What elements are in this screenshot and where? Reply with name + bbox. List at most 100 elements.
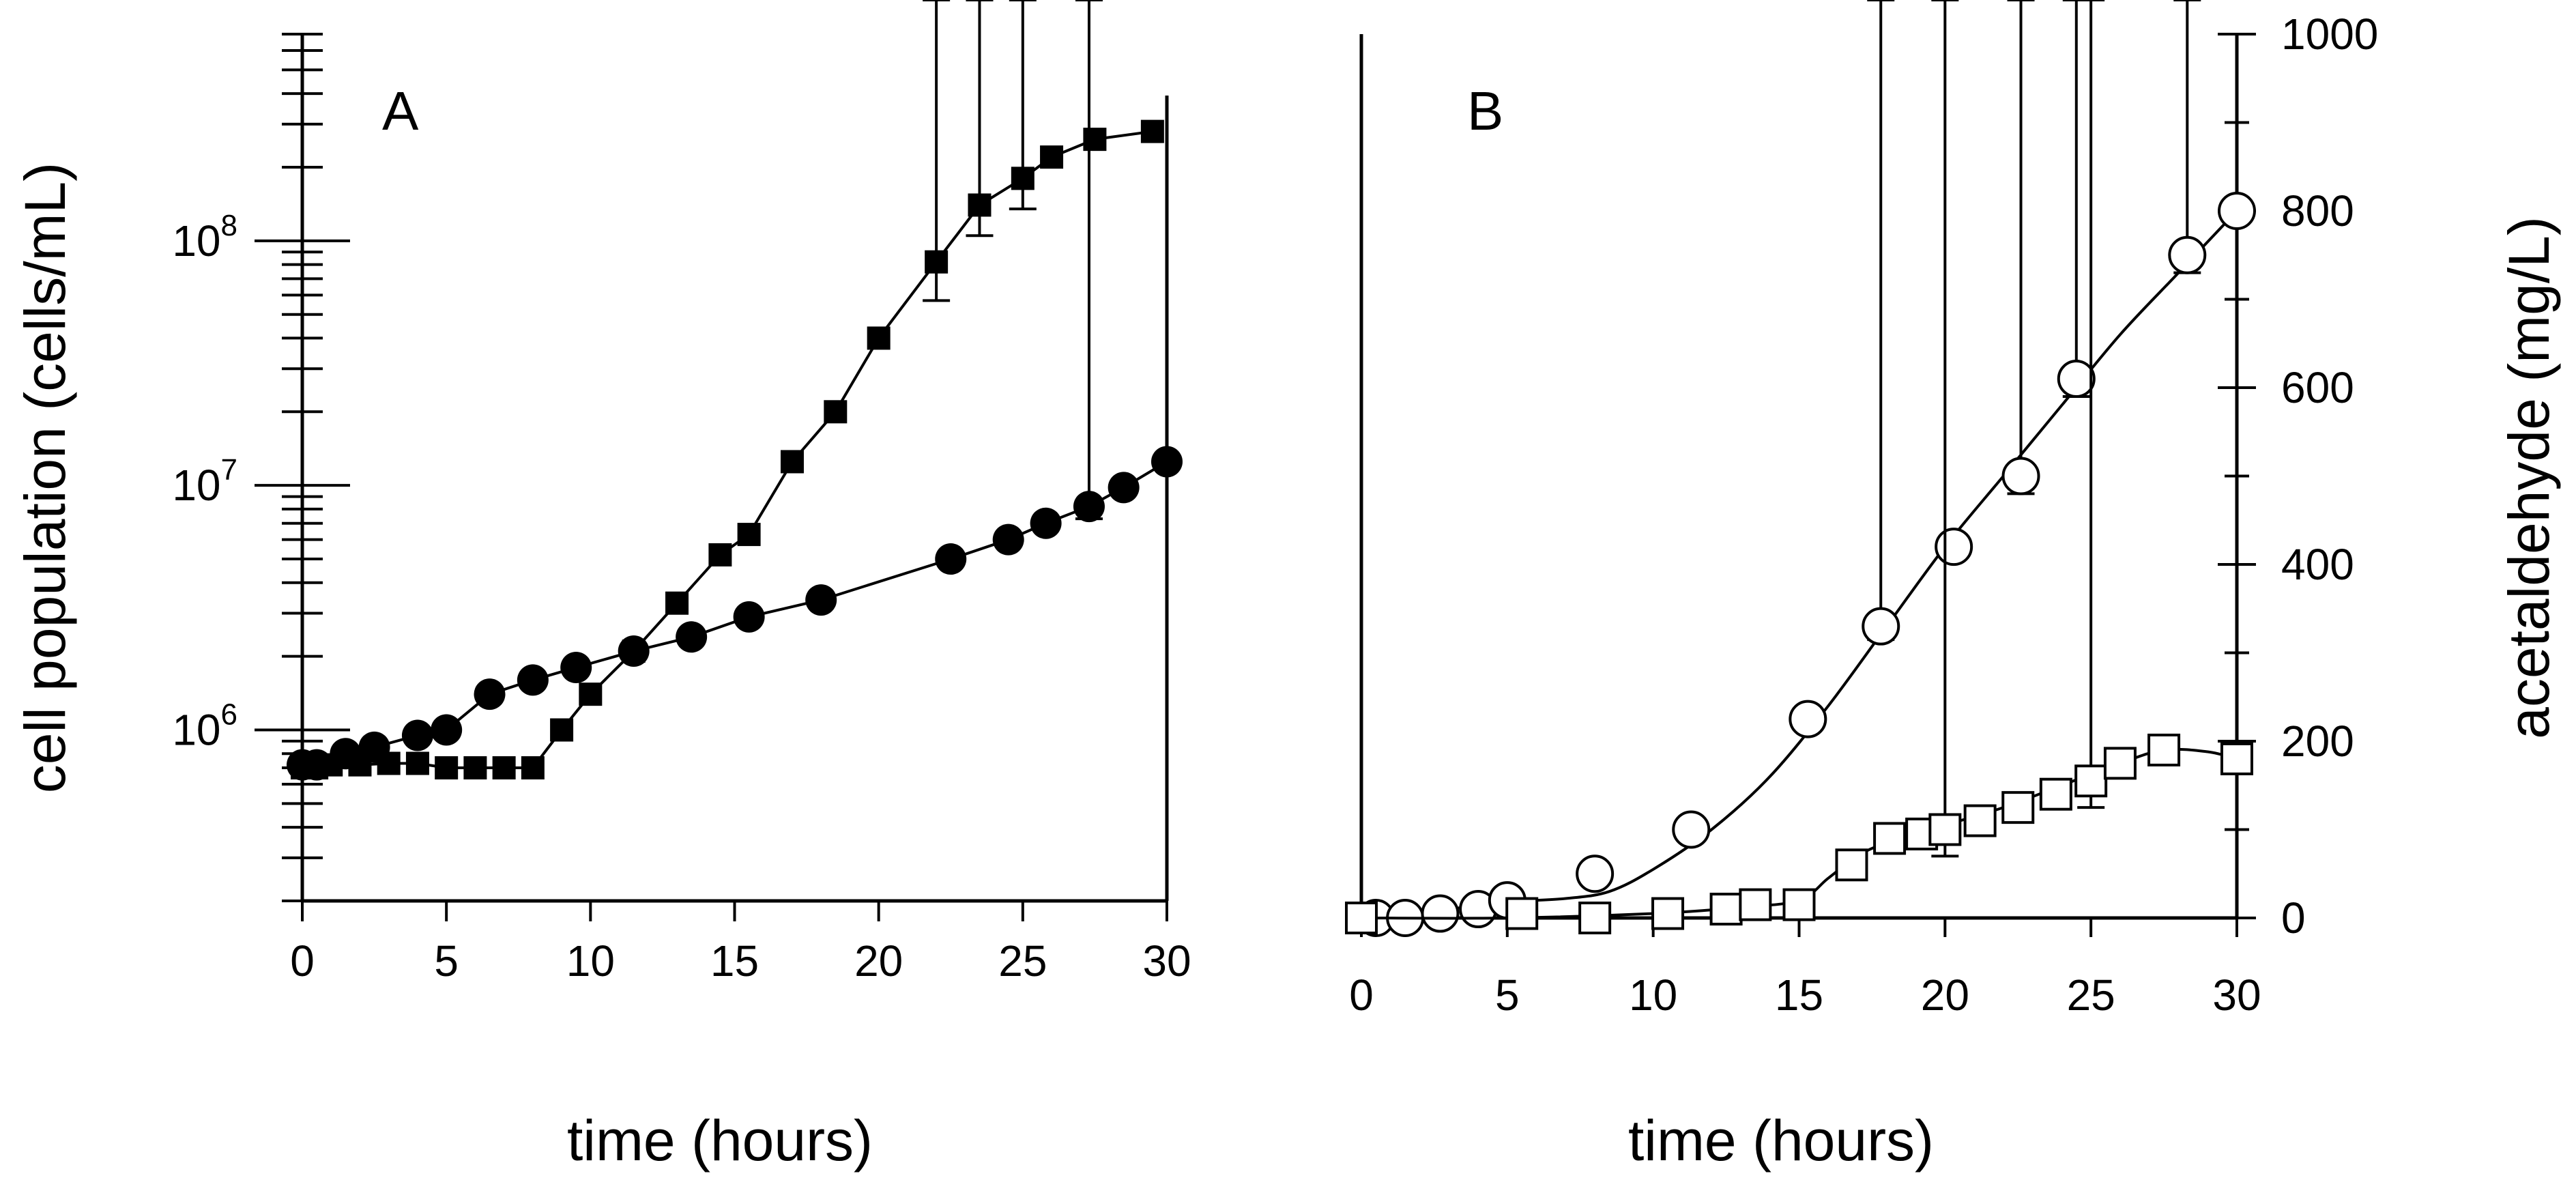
y-tick-label: 400 xyxy=(2281,540,2354,589)
y-tick-label-base: 10 xyxy=(172,706,220,755)
y-tick-label: 1000 xyxy=(2281,10,2378,59)
panel-a-label: A xyxy=(382,81,419,141)
data-point xyxy=(474,678,506,710)
data-point xyxy=(1030,507,1062,539)
x-tick-label: 15 xyxy=(1775,971,1823,1020)
data-point xyxy=(1672,810,1711,849)
data-point xyxy=(1083,128,1107,152)
data-point xyxy=(435,756,459,780)
y-tick-label: 200 xyxy=(2281,717,2354,766)
x-tick-label: 25 xyxy=(2067,971,2115,1020)
y-tick-label: 0 xyxy=(2281,893,2306,943)
y-tick-label-exponent: 7 xyxy=(221,453,237,487)
data-point xyxy=(1963,804,1997,837)
x-tick-label: 10 xyxy=(1629,971,1677,1020)
data-point xyxy=(550,718,574,742)
panel-a-series xyxy=(287,0,1183,781)
data-point xyxy=(560,652,592,684)
y-tick-label: 107 xyxy=(172,453,237,510)
data-point xyxy=(1073,491,1105,523)
data-point xyxy=(992,523,1024,556)
y-tick-label: 600 xyxy=(2281,363,2354,412)
data-point xyxy=(1739,888,1772,921)
x-tick-label: 30 xyxy=(1142,936,1191,986)
data-point xyxy=(1345,902,1378,934)
data-point xyxy=(2001,791,2035,824)
data-point xyxy=(1782,888,1816,921)
data-point xyxy=(1505,897,1539,930)
data-point xyxy=(1862,607,1900,646)
x-tick-label: 25 xyxy=(998,936,1047,986)
data-point xyxy=(2039,777,2072,811)
data-point xyxy=(1789,700,1827,738)
data-point xyxy=(1651,897,1685,930)
data-point xyxy=(805,584,837,616)
data-point xyxy=(2220,742,2253,775)
x-tick-label: 10 xyxy=(566,936,615,986)
panel-a-x-axis-title: time (hours) xyxy=(567,1108,873,1173)
data-point xyxy=(1835,848,1868,882)
panel-b-ticks: 0 200 400 600 800 1000 0 5 10 15 20 25 30 xyxy=(1349,10,2378,1020)
y-tick-label: 800 xyxy=(2281,186,2354,235)
y-tick-label-base: 10 xyxy=(172,216,220,265)
fit-curve-1 xyxy=(1361,210,2238,919)
data-point xyxy=(521,756,545,780)
data-point xyxy=(1140,119,1164,143)
data-point xyxy=(1421,894,1460,933)
x-tick-label: 0 xyxy=(1349,971,1374,1020)
panel-b-y-axis-title: acetaldehyde (mg/L) xyxy=(2497,216,2561,739)
y-tick-label-exponent: 6 xyxy=(221,698,237,732)
data-point xyxy=(358,731,390,763)
panel-b-chart: B time (hours) acetaldehyde (mg/L) 02004… xyxy=(1345,0,2561,1173)
data-point xyxy=(431,714,463,746)
data-point xyxy=(780,450,804,474)
y-tick-label-base: 10 xyxy=(172,461,220,510)
x-tick-label: 5 xyxy=(434,936,459,986)
x-tick-label: 20 xyxy=(1921,971,1969,1020)
panel-b-series xyxy=(1345,0,2256,937)
data-point xyxy=(301,749,333,781)
data-point xyxy=(1935,528,1973,566)
data-point xyxy=(1578,902,1612,934)
data-point xyxy=(867,326,891,350)
x-tick-label: 20 xyxy=(854,936,903,986)
data-point xyxy=(1873,822,1907,855)
data-point xyxy=(1151,446,1183,478)
panel-a-chart: A time (hours) cell population (cells/mL… xyxy=(13,0,1191,1173)
data-point xyxy=(1011,167,1034,190)
data-point xyxy=(579,682,603,706)
data-point xyxy=(401,719,433,751)
data-point xyxy=(676,621,708,653)
data-point xyxy=(517,664,549,696)
data-point xyxy=(1928,813,1962,846)
data-point xyxy=(708,543,732,566)
x-tick-label: 0 xyxy=(290,936,315,986)
data-point xyxy=(2168,235,2207,274)
data-point xyxy=(618,635,650,667)
series-line-1 xyxy=(302,130,1153,769)
data-point xyxy=(2103,747,2137,780)
data-point xyxy=(2001,457,2040,495)
data-point xyxy=(737,523,761,547)
data-point xyxy=(1709,893,1743,926)
x-tick-label: 15 xyxy=(710,936,759,986)
panel-a-y-axis-title: cell population (cells/mL) xyxy=(13,162,77,793)
data-point xyxy=(2218,192,2256,230)
data-point xyxy=(1108,472,1140,504)
data-point xyxy=(733,601,765,633)
data-point xyxy=(1040,145,1064,169)
data-point xyxy=(665,591,689,615)
panel-a-axes xyxy=(300,34,1169,903)
x-tick-label: 30 xyxy=(2212,971,2261,1020)
data-point xyxy=(824,400,848,424)
data-point xyxy=(463,756,487,780)
data-point xyxy=(2074,764,2108,798)
panel-b-label: B xyxy=(1467,81,1503,141)
data-point xyxy=(925,250,949,274)
y-tick-label: 108 xyxy=(172,209,237,265)
x-tick-label: 5 xyxy=(1495,971,1520,1020)
data-point xyxy=(968,193,992,217)
data-point xyxy=(330,738,362,770)
